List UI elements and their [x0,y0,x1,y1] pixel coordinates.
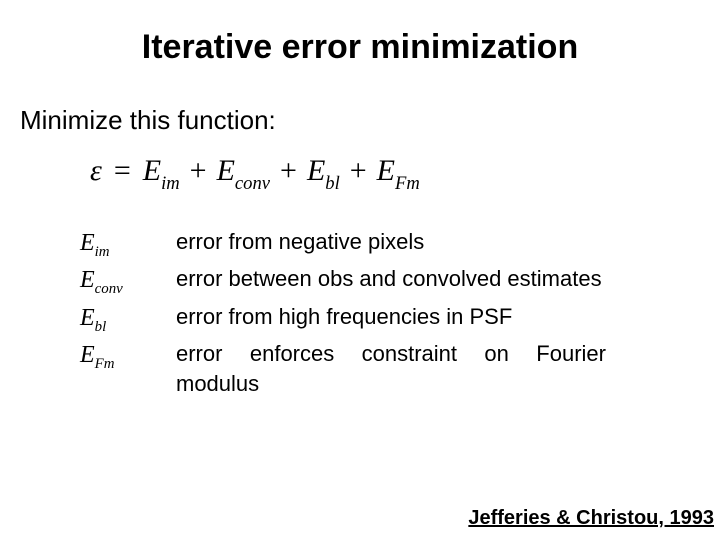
plus-sign: + [184,154,213,188]
subtitle: Minimize this function: [20,105,700,136]
definition-term: Eim [80,227,176,262]
definition-row: Econv error between obs and convolved es… [80,264,640,299]
definition-desc: error enforces constraint on Fourier mod… [176,339,606,400]
slide: Iterative error minimization Minimize th… [0,0,720,540]
definition-row: Ebl error from high frequencies in PSF [80,302,640,337]
page-title: Iterative error minimization [20,28,700,67]
equation-term-1: Econv [217,154,270,193]
definition-row: EFm error enforces constraint on Fourier… [80,339,640,400]
definition-desc: error from high frequencies in PSF [176,302,606,332]
definition-desc: error from negative pixels [176,227,606,257]
definition-row: Eim error from negative pixels [80,227,640,262]
citation: Jefferies & Christou, 1993 [468,507,714,530]
definitions-list: Eim error from negative pixels Econv err… [80,227,640,400]
equation-term-3: EFm [377,154,420,193]
equation-term-2: Ebl [307,154,340,193]
equals-sign: = [106,154,139,188]
equation-lhs: ε [90,154,102,188]
equation-term-0: Eim [143,154,180,193]
definition-desc: error between obs and convolved estimate… [176,264,606,294]
plus-sign: + [344,154,373,188]
main-equation: ε = Eim + Econv + Ebl + EFm [90,154,700,193]
definition-term: Ebl [80,302,176,337]
definition-term: Econv [80,264,176,299]
definition-term: EFm [80,339,176,374]
plus-sign: + [274,154,303,188]
